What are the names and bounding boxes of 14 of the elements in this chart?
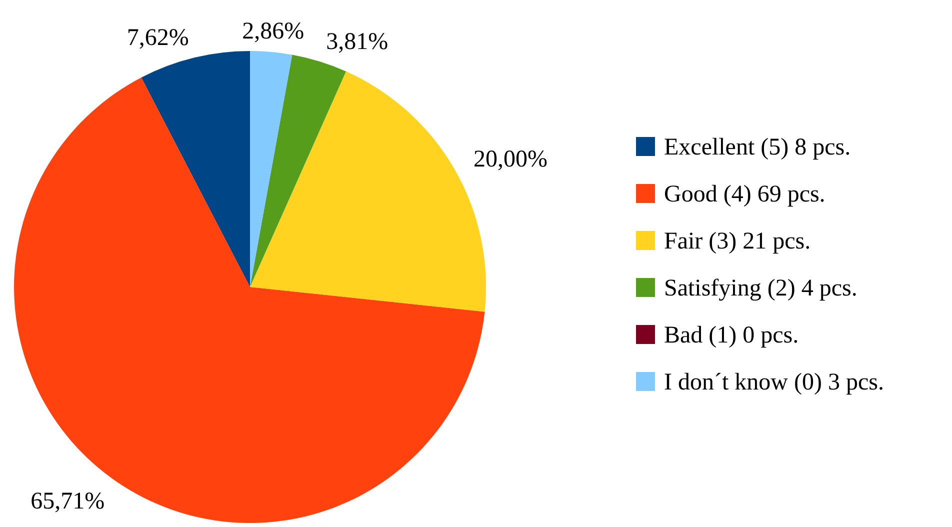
legend-label: Excellent (5) 8 pcs. (664, 134, 851, 160)
pie-slice (250, 51, 292, 287)
legend-label: Fair (3) 21 pcs. (664, 228, 811, 254)
legend-label: I don´t know (0) 3 pcs. (664, 369, 884, 396)
pie-slice (250, 54, 346, 287)
data-label: 2,86% (242, 18, 304, 44)
pie-slice (141, 51, 250, 287)
legend-label: Bad (1) 0 pcs. (664, 322, 799, 348)
data-label: 65,71% (30, 488, 105, 515)
data-label: 7,62% (126, 24, 189, 51)
data-label: 20,00% (473, 146, 548, 172)
legend-label: Good (4) 69 pcs. (664, 181, 826, 208)
legend-label: Satisfying (2) 4 pcs. (664, 275, 858, 302)
data-label: 3,81% (326, 28, 388, 55)
